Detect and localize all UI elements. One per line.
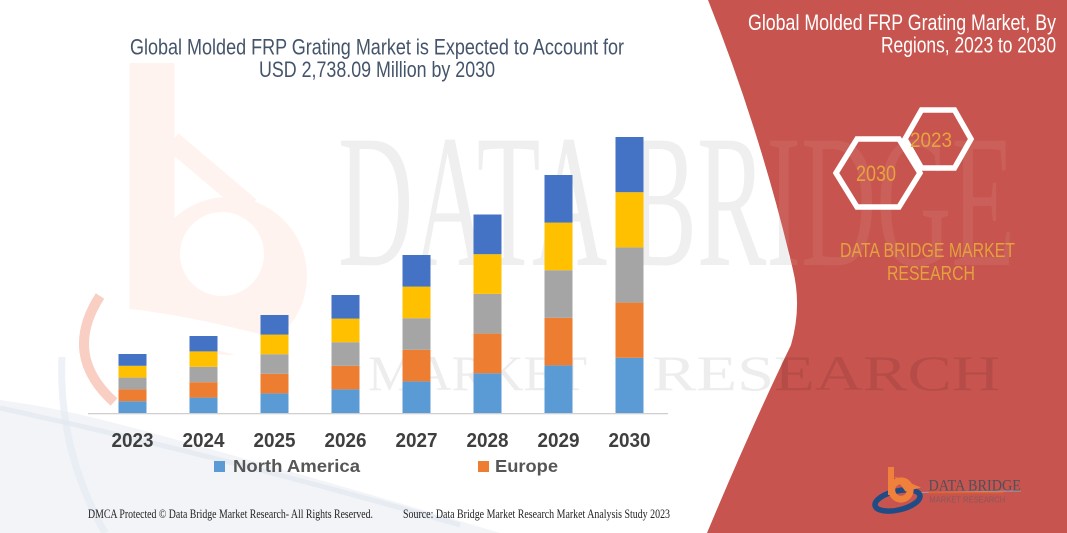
svg-text:2028: 2028	[467, 430, 509, 452]
svg-text:DMCA Protected © Data Bridge M: DMCA Protected © Data Bridge Market Rese…	[88, 507, 373, 521]
svg-text:2024: 2024	[183, 430, 226, 452]
svg-text:2025: 2025	[254, 430, 296, 452]
svg-text:USD 2,738.09 Million by 2030: USD 2,738.09 Million by 2030	[259, 57, 495, 82]
svg-text:MARKET RESEARCH: MARKET RESEARCH	[929, 496, 1005, 505]
svg-text:Europe: Europe	[495, 456, 558, 476]
svg-text:2030: 2030	[609, 430, 651, 452]
svg-text:North America: North America	[233, 456, 360, 476]
svg-text:2023: 2023	[112, 430, 154, 452]
svg-text:DATA BRIDGE: DATA BRIDGE	[929, 478, 1022, 495]
svg-text:2027: 2027	[396, 430, 438, 452]
svg-text:Global Molded FRP Grating Mark: Global Molded FRP Grating Market is Expe…	[130, 35, 624, 60]
svg-text:2029: 2029	[538, 430, 580, 452]
svg-text:Source: Data Bridge Market Res: Source: Data Bridge Market Research Mark…	[403, 507, 670, 521]
svg-text:2026: 2026	[325, 430, 367, 452]
svg-text:DATA BRIDGE MARKET: DATA BRIDGE MARKET	[840, 239, 1015, 262]
svg-text:2023: 2023	[910, 129, 952, 152]
svg-text:RESEARCH: RESEARCH	[887, 262, 975, 285]
svg-text:Global Molded FRP Grating Mark: Global Molded FRP Grating Market, By	[748, 10, 1056, 35]
svg-text:Regions, 2023 to 2030: Regions, 2023 to 2030	[881, 33, 1056, 58]
svg-text:2030: 2030	[856, 161, 896, 186]
